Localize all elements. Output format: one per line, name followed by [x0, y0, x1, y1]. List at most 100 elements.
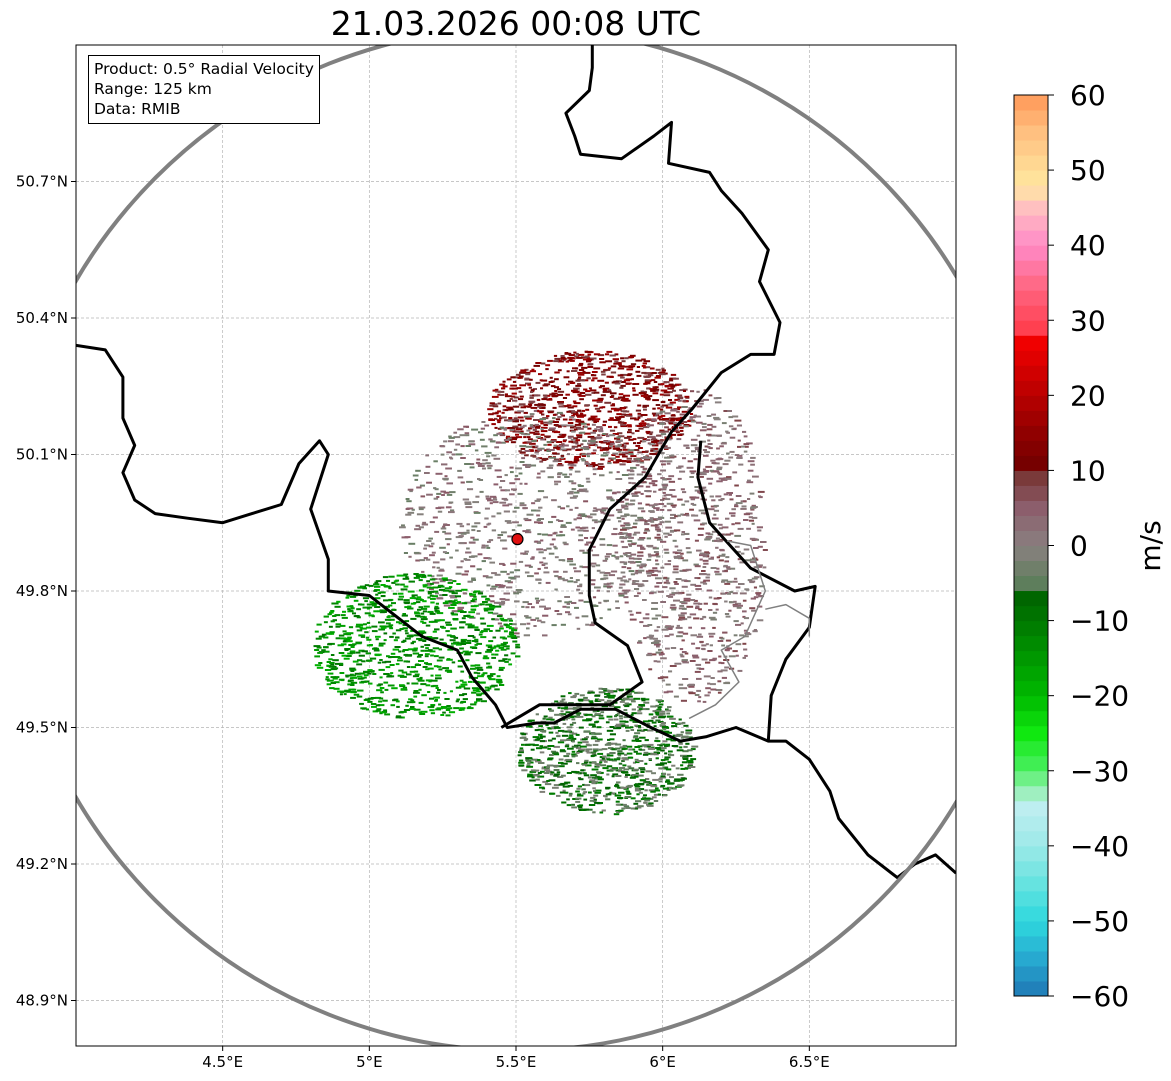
echo-pixel: [437, 689, 441, 691]
echo-pixel: [663, 691, 669, 694]
echo-pixel: [625, 552, 632, 554]
echo-pixel: [628, 610, 633, 613]
echo-pixel: [733, 577, 738, 580]
echo-pixel: [433, 637, 437, 640]
echo-pixel: [602, 420, 608, 423]
echo-pixel: [566, 798, 570, 801]
echo-pixel: [597, 379, 605, 382]
echo-pixel: [538, 373, 543, 376]
echo-pixel: [451, 661, 456, 664]
echo-pixel: [682, 513, 687, 516]
echo-pixel: [377, 704, 385, 707]
echo-pixel: [494, 426, 498, 429]
echo-pixel: [599, 358, 605, 360]
echo-pixel: [442, 602, 449, 605]
echo-pixel: [626, 791, 631, 793]
echo-pixel: [499, 394, 505, 396]
echo-pixel: [613, 813, 620, 816]
echo-pixel: [490, 647, 495, 650]
echo-pixel: [602, 767, 609, 770]
echo-pixel: [709, 635, 714, 638]
echo-pixel: [464, 570, 469, 573]
echo-pixel: [524, 377, 530, 380]
echo-pixel: [383, 673, 390, 675]
echo-pixel: [714, 570, 720, 573]
echo-pixel: [460, 708, 465, 711]
echo-pixel: [697, 534, 704, 536]
echo-pixel: [602, 433, 606, 435]
echo-pixel: [739, 592, 747, 595]
echo-pixel: [367, 672, 372, 675]
echo-pixel: [621, 566, 627, 569]
echo-pixel: [694, 486, 700, 488]
echo-pixel: [550, 385, 556, 388]
echo-pixel: [361, 660, 366, 663]
echo-pixel: [428, 537, 433, 540]
echo-pixel: [705, 465, 713, 468]
echo-pixel: [536, 476, 541, 479]
echo-pixel: [559, 534, 566, 537]
echo-pixel: [418, 579, 423, 582]
echo-pixel: [703, 579, 710, 582]
echo-pixel: [529, 370, 537, 373]
echo-pixel: [576, 356, 583, 359]
echo-pixel: [428, 620, 434, 623]
echo-pixel: [422, 521, 427, 524]
echo-pixel: [578, 513, 586, 516]
echo-pixel: [339, 672, 345, 674]
colorbar-segment: [1014, 425, 1048, 441]
echo-pixel: [510, 441, 516, 444]
echo-pixel: [511, 637, 518, 639]
echo-pixel: [646, 519, 652, 522]
echo-pixel: [699, 617, 704, 620]
echo-pixel: [418, 508, 424, 511]
echo-pixel: [526, 622, 531, 625]
echo-pixel: [587, 366, 594, 368]
echo-pixel: [560, 739, 567, 742]
echo-pixel: [657, 439, 664, 442]
echo-pixel: [442, 711, 446, 714]
echo-pixel: [649, 518, 656, 521]
echo-pixel: [708, 596, 713, 599]
echo-pixel: [460, 457, 466, 459]
echo-pixel: [594, 698, 600, 701]
echo-pixel: [531, 368, 535, 371]
echo-pixel: [417, 679, 425, 682]
echo-pixel: [659, 724, 667, 727]
echo-pixel: [488, 557, 492, 560]
echo-pixel: [651, 602, 659, 604]
echo-pixel: [366, 659, 370, 662]
echo-pixel: [694, 577, 698, 579]
echo-pixel: [648, 571, 655, 574]
echo-pixel: [499, 636, 506, 639]
echo-pixel: [755, 592, 762, 595]
echo-pixel: [662, 484, 669, 487]
echo-pixel: [534, 784, 542, 786]
echo-pixel: [715, 546, 719, 549]
echo-pixel: [658, 778, 663, 780]
echo-pixel: [679, 422, 684, 425]
echo-pixel: [689, 613, 697, 616]
echo-pixel: [565, 758, 573, 761]
echo-pixel: [594, 521, 598, 524]
echo-pixel: [341, 616, 348, 619]
echo-pixel: [650, 520, 655, 523]
echo-pixel: [679, 746, 683, 749]
echo-pixel: [562, 785, 570, 788]
echo-pixel: [474, 701, 478, 704]
echo-pixel: [368, 644, 373, 646]
echo-pixel: [609, 417, 614, 420]
echo-pixel: [573, 437, 578, 440]
echo-pixel: [551, 737, 556, 740]
echo-pixel: [610, 690, 618, 693]
echo-pixel: [343, 633, 348, 636]
echo-pixel: [633, 442, 637, 445]
echo-pixel: [383, 681, 389, 684]
echo-pixel: [617, 374, 624, 377]
echo-pixel: [698, 667, 705, 670]
echo-pixel: [664, 563, 671, 566]
echo-pixel: [583, 761, 589, 764]
echo-pixel: [457, 428, 464, 431]
echo-pixel: [606, 729, 614, 732]
echo-pixel: [608, 718, 614, 721]
